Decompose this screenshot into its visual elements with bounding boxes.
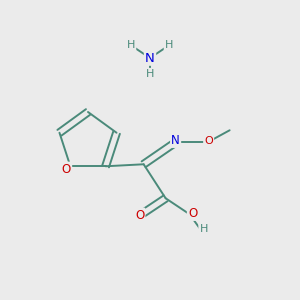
Text: H: H xyxy=(127,40,135,50)
Text: H: H xyxy=(165,40,173,50)
Text: H: H xyxy=(200,224,208,234)
Text: O: O xyxy=(204,136,213,146)
Text: N: N xyxy=(171,134,180,147)
Text: H: H xyxy=(146,69,154,79)
Text: O: O xyxy=(135,209,144,222)
Text: O: O xyxy=(188,207,197,220)
Text: O: O xyxy=(62,163,71,176)
Text: N: N xyxy=(145,52,155,64)
